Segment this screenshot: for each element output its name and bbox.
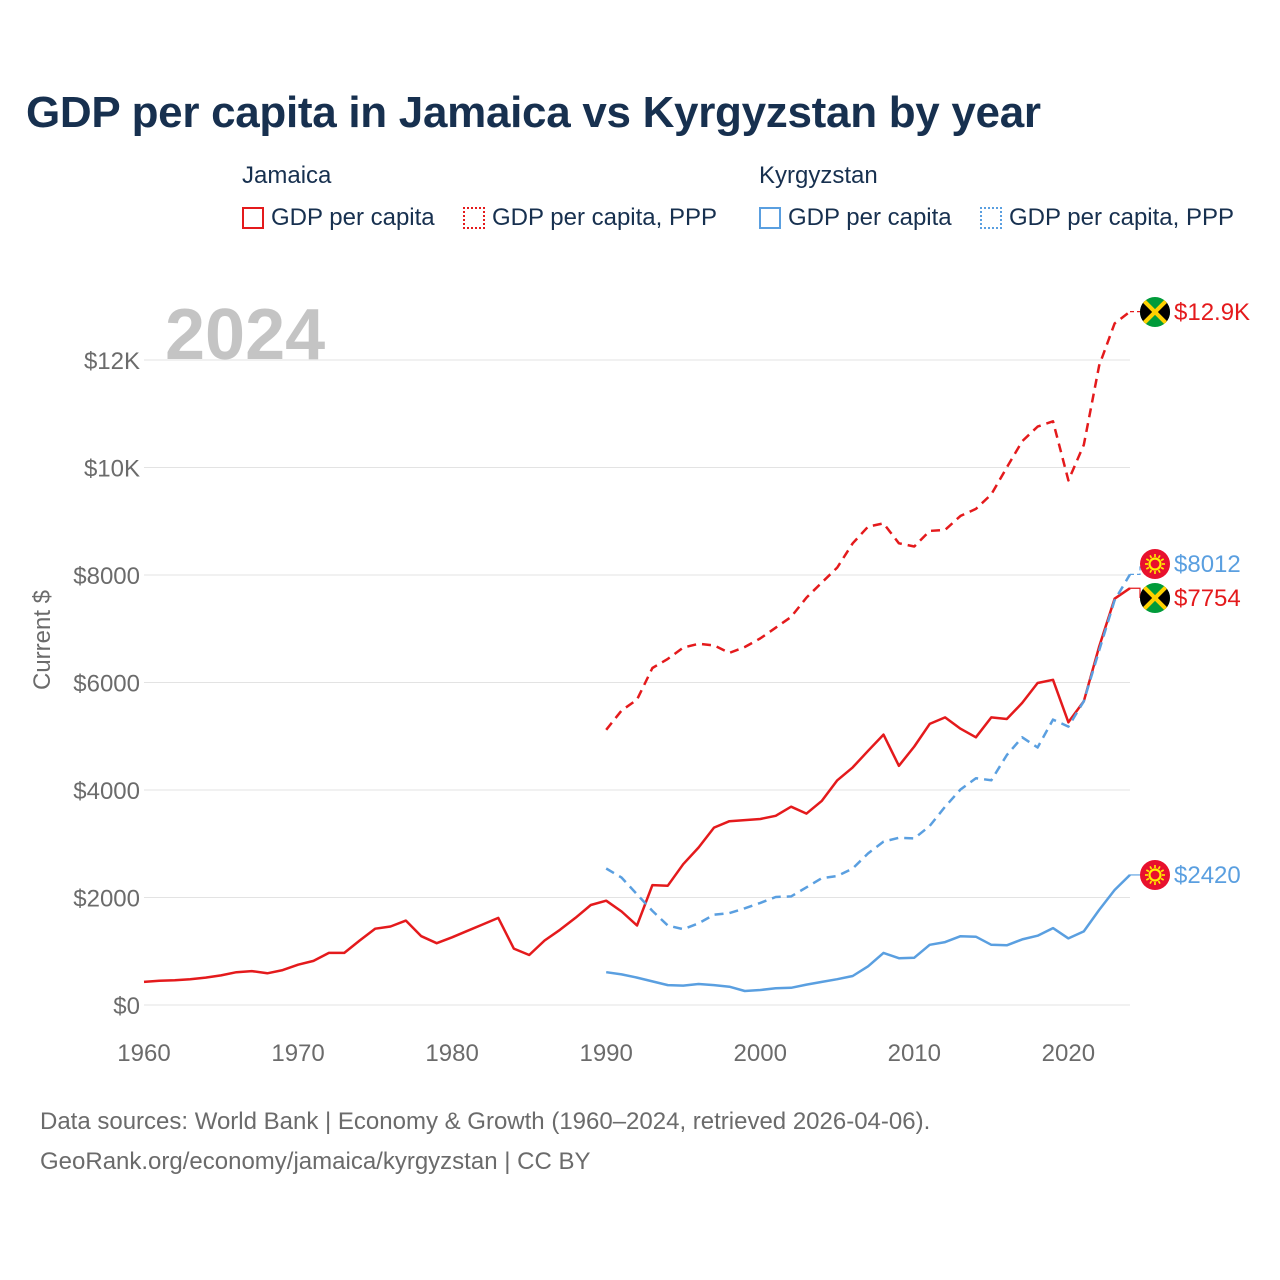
legend-label: GDP per capita — [271, 204, 435, 231]
legend-swatch-dotted — [463, 207, 485, 229]
footer-credit[interactable]: GeoRank.org/economy/jamaica/kyrgyzstan |… — [40, 1148, 591, 1175]
series-line-gdp — [143, 587, 1131, 984]
legend-item-jamaica-gdp[interactable]: GDP per capita — [242, 204, 435, 232]
end-value-label: $7754 — [1174, 585, 1241, 612]
legend-label: GDP per capita, PPP — [492, 204, 717, 231]
legend-swatch-dotted — [980, 207, 1002, 229]
end-value-label: $8012 — [1174, 551, 1241, 578]
chart-title: GDP per capita in Jamaica vs Kyrgyzstan … — [26, 88, 1041, 137]
legend-label: GDP per capita, PPP — [1009, 204, 1234, 231]
kyrgyzstan-flag-icon — [1140, 549, 1170, 579]
x-tick-label: 1990 — [579, 1040, 632, 1067]
end-value-label: $12.9K — [1174, 299, 1250, 326]
y-tick-label: $0 — [113, 993, 140, 1020]
jamaica-flag-icon — [1140, 583, 1170, 613]
x-tick-label: 1980 — [425, 1040, 478, 1067]
y-tick-label: $12K — [84, 348, 140, 375]
legend-item-jamaica-gdp-ppp[interactable]: GDP per capita, PPP — [463, 204, 717, 232]
x-tick-label: 1960 — [117, 1040, 170, 1067]
kyrgyzstan-flag-icon — [1140, 860, 1170, 890]
series-line-gdp — [606, 874, 1131, 993]
y-tick-label: $4000 — [73, 778, 140, 805]
legend-item-kyrgyzstan-gdp[interactable]: GDP per capita — [759, 204, 952, 232]
year-watermark: 2024 — [165, 295, 326, 375]
legend-label: GDP per capita — [788, 204, 952, 231]
end-connector — [1130, 587, 1141, 598]
legend-swatch-solid — [242, 207, 264, 229]
series-line-ppp — [605, 573, 1132, 931]
end-value-label: $2420 — [1174, 862, 1241, 889]
legend-group-jamaica: Jamaica — [242, 162, 332, 189]
y-tick-label: $10K — [84, 456, 140, 483]
y-tick-label: $6000 — [73, 671, 140, 698]
y-tick-label: $2000 — [73, 886, 140, 913]
footer-sources: Data sources: World Bank | Economy & Gro… — [40, 1108, 931, 1135]
legend-group-kyrgyzstan: Kyrgyzstan — [759, 162, 878, 189]
series-line-ppp — [605, 310, 1131, 731]
jamaica-flag-icon — [1140, 297, 1170, 327]
x-tick-label: 2010 — [888, 1040, 941, 1067]
end-connector — [1130, 564, 1141, 575]
y-tick-label: $8000 — [73, 563, 140, 590]
y-axis-label: Current $ — [29, 590, 56, 690]
legend-item-kyrgyzstan-gdp-ppp[interactable]: GDP per capita, PPP — [980, 204, 1234, 232]
x-tick-label: 1970 — [271, 1040, 324, 1067]
legend-swatch-solid — [759, 207, 781, 229]
x-tick-label: 2000 — [734, 1040, 787, 1067]
x-tick-label: 2020 — [1042, 1040, 1095, 1067]
